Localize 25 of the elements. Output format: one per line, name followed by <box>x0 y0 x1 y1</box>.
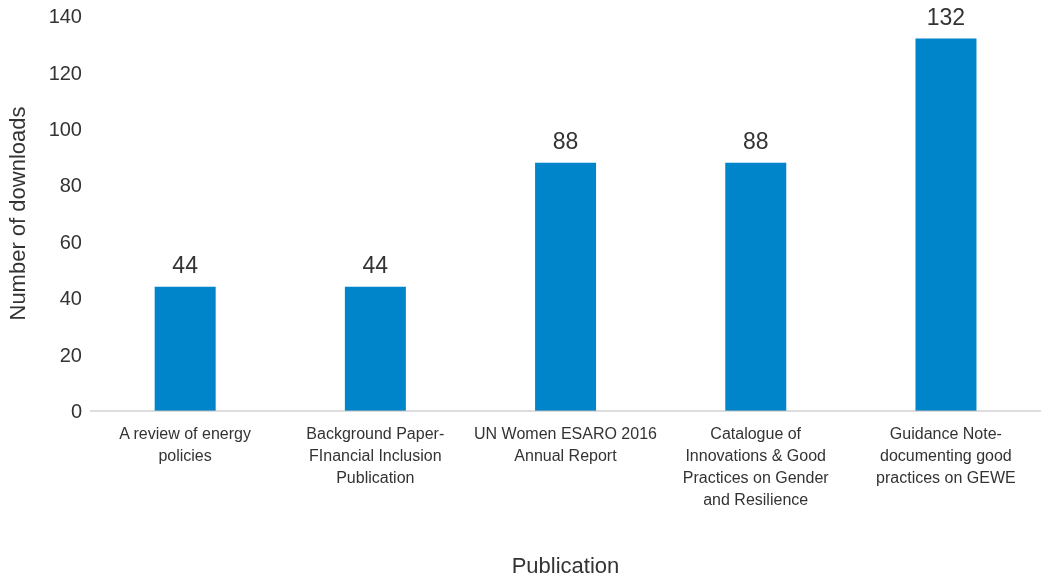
data-label: 132 <box>926 3 966 30</box>
y-tick-label: 20 <box>59 343 82 366</box>
x-tick-label: Catalogue of Innovations & Good Practices on Gender and Resilience <box>682 425 830 508</box>
bar <box>725 162 787 411</box>
y-tick-label: 120 <box>48 61 82 84</box>
x-axis-title: Publication <box>511 553 620 578</box>
y-tick-label: 100 <box>48 117 82 140</box>
bar <box>344 286 406 411</box>
y-tick-label: 40 <box>59 287 82 310</box>
y-tick-label: 140 <box>48 5 82 28</box>
y-tick-label: 0 <box>70 400 82 423</box>
data-label: 44 <box>172 251 199 278</box>
x-tick-label: A review of energy policies <box>119 425 251 464</box>
x-tick-label: Guidance Note-documenting good practices on GEWE <box>876 425 1016 486</box>
bar <box>535 162 597 411</box>
y-axis-title: Number of downloads <box>4 106 30 321</box>
y-tick-label: 80 <box>59 174 82 197</box>
x-tick-label: Background Paper-FInancial Inclusion Publication <box>306 425 445 486</box>
bar <box>154 286 216 411</box>
x-tick-label: UN Women ESARO 2016 Annual Report <box>474 425 658 464</box>
data-label: 88 <box>552 127 579 154</box>
y-tick-label: 60 <box>59 230 82 253</box>
data-label: 44 <box>362 251 389 278</box>
bar <box>915 38 977 411</box>
data-label: 88 <box>742 127 769 154</box>
